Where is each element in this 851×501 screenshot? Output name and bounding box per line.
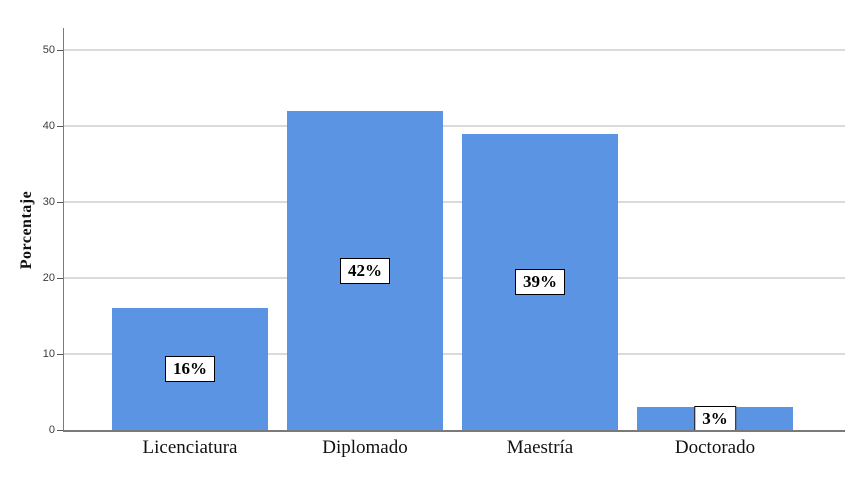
y-tick-label-50: 50 (42, 44, 55, 56)
gridline-10 (63, 353, 845, 355)
gridline-50 (63, 49, 845, 51)
y-tick-50 (57, 50, 63, 51)
value-label-3: 3% (694, 405, 736, 432)
y-tick-label-0: 0 (48, 424, 55, 436)
y-tick-10 (57, 354, 63, 355)
y-axis-line (63, 28, 64, 432)
y-tick-label-30: 30 (42, 196, 55, 208)
y-tick-20 (57, 278, 63, 279)
y-tick-40 (57, 126, 63, 127)
gridline-40 (63, 125, 845, 127)
x-axis-line (63, 430, 845, 432)
gridline-30 (63, 201, 845, 203)
y-tick-30 (57, 202, 63, 203)
value-label-1: 42% (340, 257, 390, 284)
x-category-label-3: Doctorado (674, 437, 756, 458)
x-category-label-2: Maestría (506, 437, 574, 458)
y-tick-label-20: 20 (42, 272, 55, 284)
x-category-label-0: Licenciatura (142, 437, 238, 458)
x-category-label-1: Diplomado (322, 437, 408, 458)
gridline-20 (63, 277, 845, 279)
y-tick-label-10: 10 (42, 348, 55, 360)
y-tick-label-40: 40 (42, 120, 55, 132)
value-label-0: 16% (165, 356, 215, 382)
y-tick-0 (57, 430, 63, 431)
value-label-2: 39% (515, 269, 565, 295)
y-axis-title: Porcentaje (18, 190, 35, 270)
